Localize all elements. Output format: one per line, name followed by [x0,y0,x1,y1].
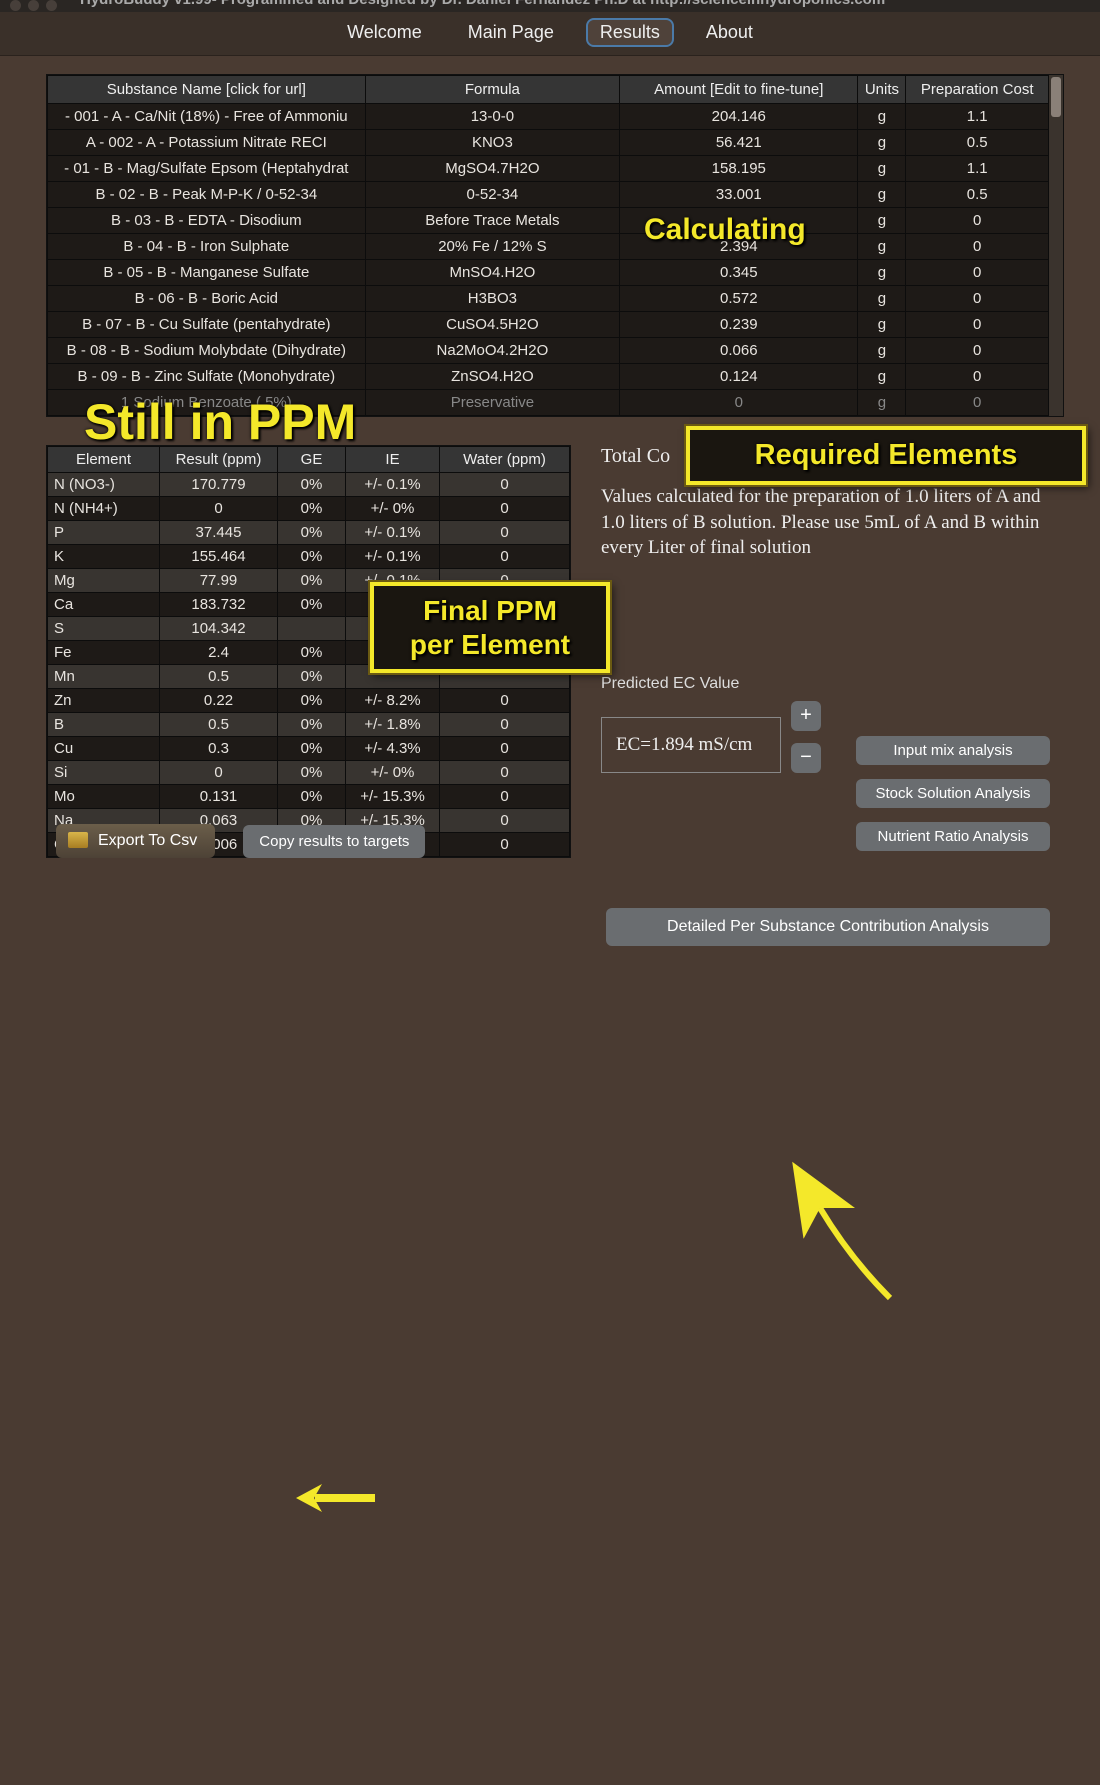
sub-th-formula: Formula [365,76,620,104]
substance-row[interactable]: B - 04 - B - Iron Sulphate20% Fe / 12% S… [48,234,1049,260]
element-row: B0.50%+/- 1.8%0 [48,713,570,737]
elem-th-element: Element [48,447,160,473]
element-row: Ca183.7320% [48,593,570,617]
preparation-paragraph: Values calculated for the preparation of… [601,484,1041,561]
substance-row[interactable]: 1 Sodium Benzoate ( 5%)Preservative0g0 [48,390,1049,416]
element-row: Si00%+/- 0%0 [48,761,570,785]
substance-row[interactable]: - 01 - B - Mag/Sulfate Epsom (Heptahydra… [48,156,1049,182]
substances-table-wrap: Substance Name [click for url] Formula A… [46,74,1064,417]
tab-welcome[interactable]: Welcome [335,20,434,45]
substance-row[interactable]: B - 08 - B - Sodium Molybdate (Dihydrate… [48,338,1049,364]
element-row: Zn0.220%+/- 8.2%0 [48,689,570,713]
input-mix-button[interactable]: Input mix analysis [856,736,1050,765]
substance-row[interactable]: A - 002 - A - Potassium Nitrate RECIKNO3… [48,130,1049,156]
nutrient-ratio-button[interactable]: Nutrient Ratio Analysis [856,822,1050,851]
element-row: N (NH4+)00%+/- 0%0 [48,497,570,521]
detailed-analysis-button[interactable]: Detailed Per Substance Contribution Anal… [606,908,1050,946]
total-heading: Total Co [601,445,1064,468]
tab-results[interactable]: Results [588,20,672,45]
elem-th-water: Water (ppm) [440,447,570,473]
analysis-buttons: Input mix analysis Stock Solution Analys… [856,736,1050,851]
element-row: Mg77.990%+/- 0.1%0 [48,569,570,593]
sub-th-name[interactable]: Substance Name [click for url] [48,76,366,104]
elem-th-result: Result (ppm) [160,447,278,473]
substances-scrollbar[interactable] [1049,75,1063,416]
elem-th-ge: GE [278,447,346,473]
substance-row[interactable]: B - 05 - B - Manganese SulfateMnSO4.H2O0… [48,260,1049,286]
window-traffic-lights [10,0,57,11]
elements-table: Element Result (ppm) GE IE Water (ppm) N… [47,446,570,857]
ec-plus-button[interactable]: + [791,701,821,731]
tab-bar: Welcome Main Page Results About [0,12,1100,56]
substance-row[interactable]: B - 03 - B - EDTA - DisodiumBefore Trace… [48,208,1049,234]
element-row: N (NO3-)170.7790%+/- 0.1%0 [48,473,570,497]
element-row: S104.342 [48,617,570,641]
ec-label: Predicted EC Value [601,675,781,693]
element-row: Mn0.50% [48,665,570,689]
element-row: K155.4640%+/- 0.1%0 [48,545,570,569]
element-row: P37.4450%+/- 0.1%0 [48,521,570,545]
substance-row[interactable]: B - 06 - B - Boric AcidH3BO30.572g0 [48,286,1049,312]
copy-results-button[interactable]: Copy results to targets [243,825,425,858]
stock-solution-button[interactable]: Stock Solution Analysis [856,779,1050,808]
element-row: Cu0.30%+/- 4.3%0 [48,737,570,761]
substances-table: Substance Name [click for url] Formula A… [47,75,1049,416]
ec-minus-button[interactable]: − [791,743,821,773]
sub-th-units: Units [858,76,906,104]
element-row: Mo0.1310%+/- 15.3%0 [48,785,570,809]
sub-th-amount[interactable]: Amount [Edit to fine-tune] [620,76,858,104]
substance-row[interactable]: B - 02 - B - Peak M-P-K / 0-52-340-52-34… [48,182,1049,208]
sub-th-cost: Preparation Cost [906,76,1049,104]
export-csv-button[interactable]: Export To Csv [56,824,215,858]
annotation-arrow-final-ppm [0,858,1100,1785]
ec-value: EC=1.894 mS/cm [601,717,781,773]
substance-row[interactable]: - 001 - A - Ca/Nit (18%) - Free of Ammon… [48,104,1049,130]
elements-table-wrap: Element Result (ppm) GE IE Water (ppm) N… [46,445,571,858]
element-row: Fe2.40% [48,641,570,665]
substance-row[interactable]: B - 07 - B - Cu Sulfate (pentahydrate)Cu… [48,312,1049,338]
tab-about[interactable]: About [694,20,765,45]
elem-th-ie: IE [346,447,440,473]
window-title: HydroBuddy v1.99- Programmed and Designe… [0,0,1100,12]
substance-row[interactable]: B - 09 - B - Zinc Sulfate (Monohydrate)Z… [48,364,1049,390]
annotation-arrow-required [0,858,1100,1785]
tab-main-page[interactable]: Main Page [456,20,566,45]
